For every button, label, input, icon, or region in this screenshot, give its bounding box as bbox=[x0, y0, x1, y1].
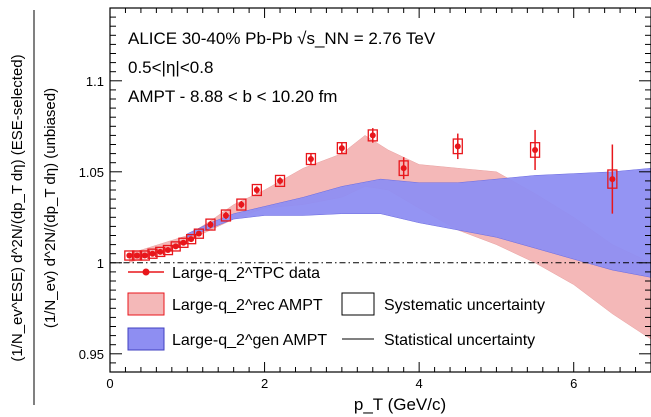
data-marker bbox=[369, 132, 376, 139]
data-marker bbox=[141, 252, 148, 259]
sys-error-box bbox=[336, 142, 348, 155]
data-marker bbox=[180, 239, 187, 246]
points-layer bbox=[124, 128, 618, 261]
data-point bbox=[529, 129, 541, 170]
data-point bbox=[305, 152, 317, 166]
sys-error-box bbox=[452, 138, 463, 155]
data-point bbox=[205, 218, 216, 231]
data-point bbox=[452, 133, 463, 160]
data-point bbox=[147, 248, 158, 259]
legend-sys-swatch bbox=[341, 292, 375, 316]
data-point bbox=[155, 246, 166, 258]
y-tick-label: 1 bbox=[97, 256, 104, 271]
data-marker bbox=[126, 252, 133, 259]
data-marker bbox=[164, 247, 171, 254]
sys-error-box bbox=[162, 244, 174, 256]
sys-error-box bbox=[274, 174, 286, 188]
data-marker bbox=[207, 221, 214, 228]
data-point bbox=[236, 198, 247, 211]
sys-error-box bbox=[305, 152, 317, 166]
data-point bbox=[336, 142, 348, 155]
sys-error-box bbox=[178, 237, 189, 248]
x-tick-label: 6 bbox=[570, 376, 577, 391]
data-point bbox=[139, 250, 150, 261]
data-marker bbox=[609, 176, 616, 183]
sys-error-box bbox=[529, 142, 541, 158]
data-marker bbox=[172, 243, 179, 250]
legend-label-data: Large-q_2^TPC data bbox=[172, 265, 320, 282]
y-tick-label: 1.1 bbox=[86, 74, 104, 89]
data-marker bbox=[238, 201, 245, 208]
data-marker bbox=[253, 187, 260, 193]
legend-rec-swatch bbox=[127, 292, 165, 316]
sys-error-box bbox=[155, 246, 166, 258]
data-marker bbox=[400, 165, 407, 172]
sys-error-box bbox=[170, 241, 181, 252]
sys-error-box bbox=[193, 228, 205, 239]
data-point bbox=[220, 209, 232, 222]
x-tick-label: 4 bbox=[416, 376, 423, 391]
data-marker bbox=[532, 146, 539, 153]
data-marker bbox=[149, 250, 156, 257]
y-tick-label: 1.05 bbox=[79, 165, 104, 180]
data-marker bbox=[134, 252, 141, 259]
sys-error-box bbox=[220, 209, 232, 222]
x-tick-label: 2 bbox=[261, 376, 268, 391]
annotation-eta: 0.5<|η|<0.8 bbox=[128, 58, 213, 77]
y-axis-title-top: (1/N_ev^ESE) d^2N/(dp_T dη) (ESE-selecte… bbox=[9, 54, 26, 361]
legend-label-sys: Systematic uncertainty bbox=[384, 297, 545, 314]
x-tick-label: 0 bbox=[106, 376, 113, 391]
legend-label-gen: Large-q_2^gen AMPT bbox=[172, 332, 327, 349]
y-axis-title-bottom: (1/N_ev) d^2N/(dp_T dη) (unbiased) bbox=[42, 88, 59, 328]
data-point bbox=[124, 250, 135, 261]
data-marker bbox=[454, 143, 461, 150]
sys-error-box bbox=[236, 198, 247, 211]
legend-gen-swatch bbox=[127, 327, 165, 351]
data-point bbox=[274, 174, 286, 188]
data-point bbox=[178, 237, 189, 248]
legend-label-stat: Statistical uncertainty bbox=[384, 332, 535, 349]
data-point bbox=[131, 250, 143, 261]
data-point bbox=[162, 244, 174, 256]
data-point bbox=[367, 128, 378, 143]
data-marker bbox=[195, 230, 202, 237]
sys-error-box bbox=[251, 183, 262, 197]
ticks-layer: 0 2 4 6 0.95 1 1.05 1.1 bbox=[79, 8, 651, 391]
y-tick-label: 0.95 bbox=[79, 347, 104, 362]
sys-error-box bbox=[139, 250, 150, 261]
sys-error-box bbox=[147, 248, 158, 259]
sys-error-box bbox=[607, 169, 618, 189]
sys-error-box bbox=[367, 129, 378, 142]
legend: Large-q_2^TPC data Large-q_2^rec AMPT La… bbox=[127, 265, 545, 351]
band-gen bbox=[187, 167, 651, 278]
annotation-collision: ALICE 30-40% Pb-Pb √s_NN = 2.76 TeV bbox=[128, 29, 436, 48]
data-marker bbox=[338, 145, 345, 152]
sys-error-box bbox=[398, 160, 409, 177]
data-point bbox=[607, 144, 618, 214]
annotation-impact-parameter: AMPT - 8.88 < b < 10.20 fm bbox=[128, 87, 337, 106]
legend-data-marker bbox=[142, 268, 150, 276]
legend-label-rec: Large-q_2^rec AMPT bbox=[172, 297, 323, 314]
sys-error-box bbox=[185, 233, 197, 245]
sys-error-box bbox=[205, 218, 216, 231]
sys-error-box bbox=[124, 250, 135, 261]
data-point bbox=[251, 183, 262, 197]
data-marker bbox=[157, 248, 164, 255]
sys-error-box bbox=[131, 250, 143, 261]
bands-layer bbox=[129, 135, 651, 340]
data-point bbox=[170, 241, 181, 252]
data-marker bbox=[222, 212, 229, 219]
data-point bbox=[185, 233, 197, 245]
data-marker bbox=[188, 236, 195, 243]
data-point bbox=[398, 157, 409, 180]
x-axis-title: p_T (GeV/c) bbox=[354, 395, 446, 414]
data-marker bbox=[277, 177, 284, 184]
data-marker bbox=[307, 156, 314, 163]
data-point bbox=[193, 228, 205, 239]
